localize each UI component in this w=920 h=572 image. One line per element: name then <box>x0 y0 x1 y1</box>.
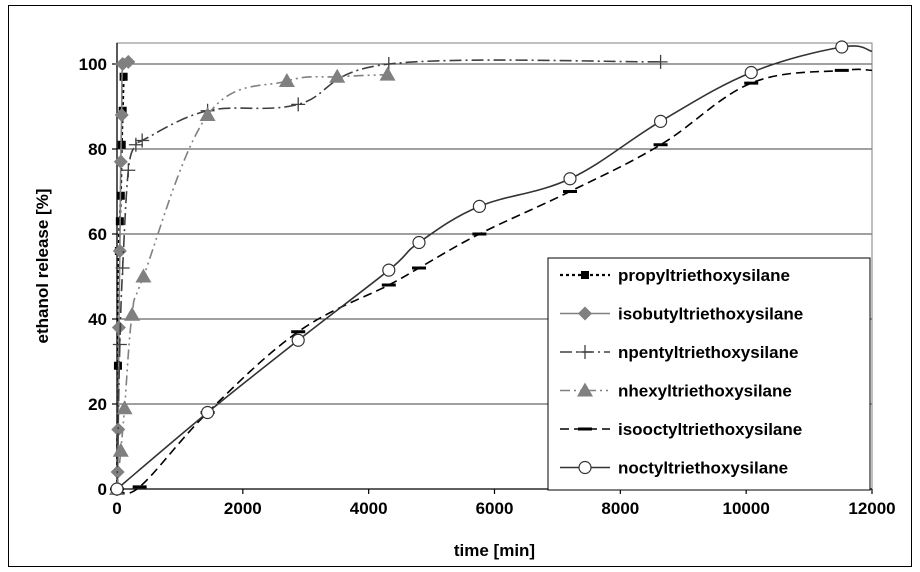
data-point <box>835 40 849 54</box>
x-tick-label: 8000 <box>601 499 639 518</box>
data-point <box>135 268 152 283</box>
data-point <box>382 263 396 277</box>
legend-item: isobutyltriethoxysilane <box>560 305 803 324</box>
data-point <box>653 114 668 128</box>
data-point <box>116 400 133 415</box>
data-point <box>115 57 130 71</box>
chart-frame <box>8 5 912 567</box>
x-axis-title: time [min] <box>454 541 535 560</box>
data-point <box>121 163 136 178</box>
legend-label: nhexyltriethoxysilane <box>618 382 792 401</box>
legend-item: npentyltriethoxysilane <box>560 343 798 362</box>
series-layer <box>109 40 873 496</box>
y-tick-label: 40 <box>88 310 107 329</box>
y-tick-label: 60 <box>88 225 107 244</box>
y-tick-label: 100 <box>79 55 107 74</box>
data-point <box>124 306 141 321</box>
data-point <box>291 97 306 112</box>
data-point <box>278 73 295 87</box>
legend-swatch-marker <box>577 382 593 397</box>
data-point <box>744 65 758 80</box>
legend-swatch-marker <box>578 460 592 475</box>
x-tick-label: 10000 <box>723 499 770 518</box>
data-point <box>112 337 127 352</box>
y-tick-label: 20 <box>88 395 107 414</box>
data-point <box>563 172 577 186</box>
legend-item: propyltriethoxysilane <box>560 266 790 285</box>
legend-label: isobutyltriethoxysilane <box>618 305 803 324</box>
axes-layer: 0 20 40 60 80 100 0 2000 4000 6000 8000 10000 12000 <box>79 42 896 518</box>
x-tick-label: 0 <box>112 499 121 518</box>
data-point <box>199 107 216 121</box>
data-point <box>291 333 305 347</box>
series-noctyltriethoxysilane <box>110 40 873 496</box>
legend-label: npentyltriethoxysilane <box>618 343 798 362</box>
x-tick-label: 2000 <box>224 499 262 518</box>
data-point <box>121 54 136 69</box>
data-point <box>135 133 150 148</box>
data-point <box>119 72 128 81</box>
data-point <box>329 68 346 83</box>
data-point <box>653 54 668 69</box>
data-point <box>412 235 426 250</box>
legend-box <box>547 257 871 491</box>
x-tick-label: 6000 <box>476 499 514 518</box>
legend-label: propyltriethoxysilane <box>618 266 790 285</box>
series-nhexyltriethoxysilane <box>109 66 396 495</box>
data-point <box>114 108 129 122</box>
legend-label: noctyltriethoxysilane <box>618 459 788 478</box>
legend-item: nhexyltriethoxysilane <box>560 382 792 401</box>
data-point <box>381 57 396 71</box>
data-point <box>379 66 396 81</box>
y-tick-label: 0 <box>98 480 107 499</box>
y-axis-title: ethanol release [%] <box>33 189 52 344</box>
x-tick-label: 4000 <box>350 499 388 518</box>
legend-swatch-marker <box>578 306 592 321</box>
series-line <box>116 73 388 490</box>
legend: propyltriethoxysilane isobutyltriethoxysi… <box>547 257 871 491</box>
data-point <box>112 244 127 258</box>
data-point <box>201 405 215 420</box>
data-point <box>472 199 486 213</box>
legend-swatch-marker <box>581 271 589 279</box>
legend-swatch-marker <box>578 345 592 359</box>
data-point <box>115 261 130 275</box>
x-tick-label: 12000 <box>848 499 895 518</box>
legend-item: noctyltriethoxysilane <box>560 459 788 478</box>
data-point <box>111 320 126 335</box>
data-point <box>113 154 128 169</box>
y-tick-label: 80 <box>88 140 107 159</box>
legend-label: isooctyltriethoxysilane <box>618 420 802 439</box>
data-point <box>112 442 129 457</box>
legend-item: isooctyltriethoxysilane <box>560 420 802 439</box>
data-point <box>110 482 124 496</box>
